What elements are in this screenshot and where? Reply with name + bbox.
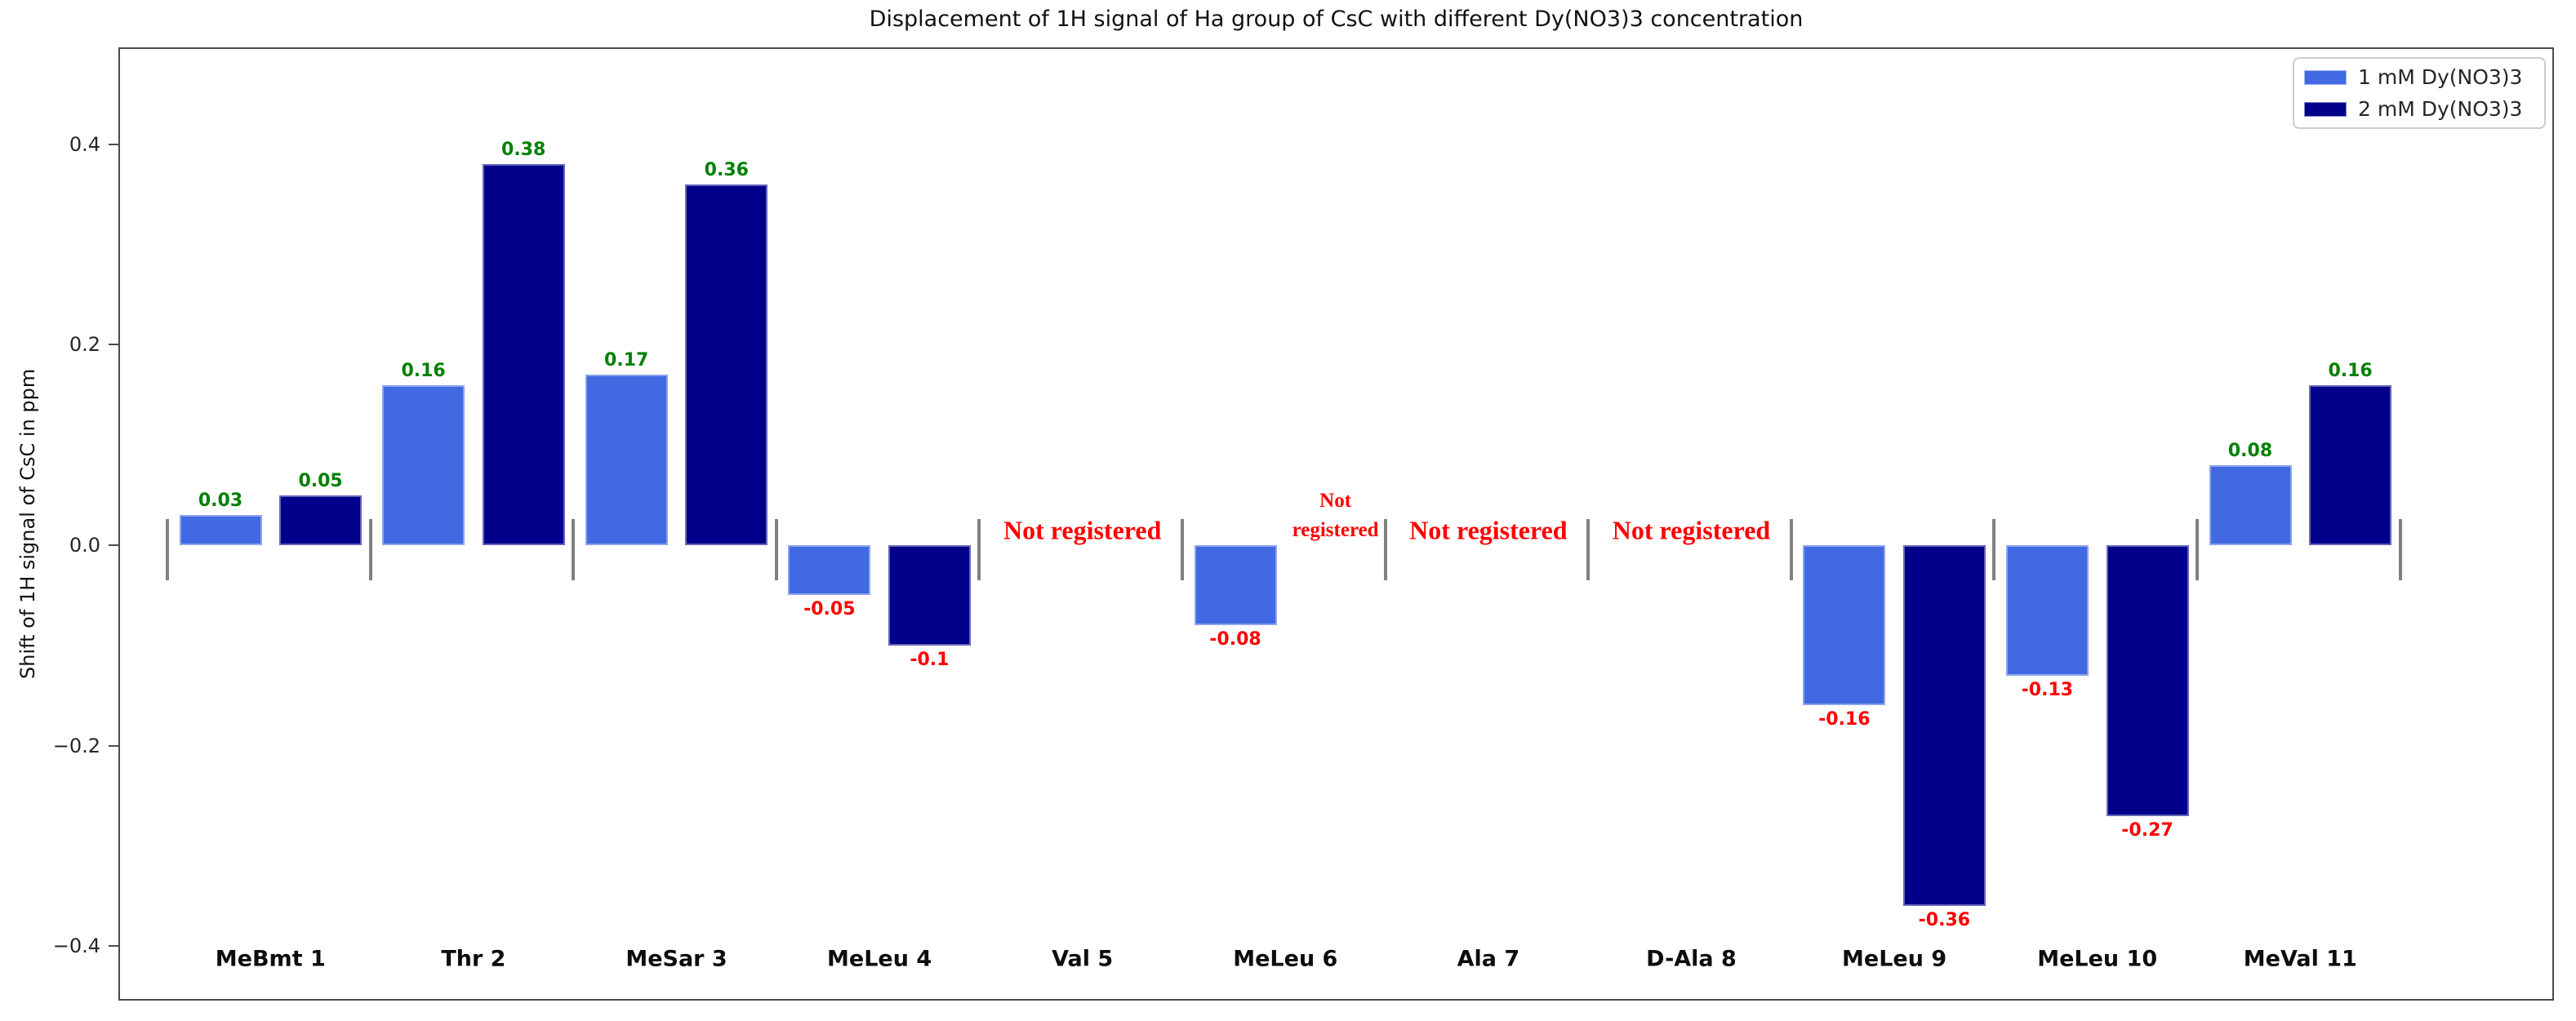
group-separator bbox=[1992, 519, 1996, 580]
legend-label: 1 mM Dy(NO3)3 bbox=[2358, 65, 2523, 89]
group-separator bbox=[1383, 519, 1387, 580]
value-label: 0.36 bbox=[704, 159, 749, 180]
x-category-label: MeLeu 4 bbox=[827, 946, 932, 972]
legend-swatch-1mM bbox=[2304, 69, 2347, 85]
y-tick-mark bbox=[109, 143, 118, 145]
value-label: -0.16 bbox=[1818, 709, 1871, 730]
value-label: -0.05 bbox=[803, 599, 856, 620]
group-separator bbox=[2196, 519, 2199, 580]
bar-2mM-MeSar-3 bbox=[685, 184, 768, 545]
y-tick-mark bbox=[109, 544, 118, 546]
bar-2mM-MeLeu-9 bbox=[1902, 545, 1986, 907]
group-separator bbox=[368, 519, 372, 580]
bar-1mM-MeLeu-6 bbox=[1194, 545, 1277, 626]
value-label: -0.1 bbox=[910, 649, 950, 670]
value-label: 0.16 bbox=[401, 360, 446, 381]
y-tick-label: 0.0 bbox=[69, 534, 100, 557]
y-tick-label: −0.4 bbox=[52, 934, 100, 958]
value-label: 0.05 bbox=[298, 470, 343, 491]
value-label: 0.08 bbox=[2227, 440, 2273, 461]
legend-swatch-2mM bbox=[2304, 101, 2347, 117]
value-label: -0.36 bbox=[1918, 910, 1971, 931]
x-category-label: Thr 2 bbox=[441, 946, 506, 972]
y-tick-label: −0.2 bbox=[52, 734, 100, 757]
legend-label: 2 mM Dy(NO3)3 bbox=[2358, 97, 2523, 121]
group-separator bbox=[774, 519, 778, 580]
x-category-label: MeVal 11 bbox=[2243, 946, 2357, 972]
legend-item: 2 mM Dy(NO3)3 bbox=[2304, 97, 2534, 121]
group-separator bbox=[572, 519, 576, 580]
group-separator bbox=[2398, 519, 2402, 580]
value-label: -0.13 bbox=[2021, 679, 2074, 700]
value-label: 0.17 bbox=[604, 350, 649, 371]
x-category-label: MeBmt 1 bbox=[215, 946, 326, 972]
y-tick-mark bbox=[109, 945, 118, 948]
bar-1mM-MeSar-3 bbox=[585, 375, 668, 545]
group-separator bbox=[1789, 519, 1793, 580]
value-label: 0.16 bbox=[2328, 360, 2373, 381]
bar-1mM-MeLeu-4 bbox=[788, 545, 871, 596]
value-label: -0.27 bbox=[2121, 819, 2173, 841]
x-category-label: MeLeu 9 bbox=[1842, 946, 1947, 972]
x-category-label: MeLeu 6 bbox=[1233, 946, 1338, 972]
group-separator bbox=[1181, 519, 1184, 580]
x-category-label: D-Ala 8 bbox=[1646, 946, 1737, 972]
bar-2mM-MeVal-11 bbox=[2309, 384, 2392, 545]
value-label: 0.03 bbox=[198, 491, 243, 512]
bar-1mM-MeBmt-1 bbox=[179, 515, 262, 545]
value-label: 0.38 bbox=[501, 140, 546, 161]
y-tick-mark bbox=[109, 344, 118, 346]
bar-2mM-MeLeu-4 bbox=[888, 545, 971, 646]
group-separator bbox=[166, 519, 169, 580]
not-registered-label: Not registered bbox=[1612, 515, 1771, 545]
not-registered-label: Not registered bbox=[1003, 515, 1162, 545]
plot-area bbox=[118, 47, 2554, 1001]
not-registered-label: Not registered bbox=[1292, 490, 1379, 541]
x-category-label: Val 5 bbox=[1052, 946, 1114, 972]
not-registered-label: Not registered bbox=[1409, 515, 1568, 545]
value-label: -0.08 bbox=[1209, 629, 1261, 650]
bar-1mM-MeVal-11 bbox=[2209, 464, 2292, 545]
legend: 1 mM Dy(NO3)3 2 mM Dy(NO3)3 bbox=[2293, 57, 2546, 129]
bar-1mM-Thr-2 bbox=[382, 384, 465, 545]
y-axis-label: Shift of 1H signal of CsC in ppm bbox=[16, 368, 39, 680]
x-category-label: MeLeu 10 bbox=[2037, 946, 2158, 972]
x-category-label: Ala 7 bbox=[1457, 946, 1520, 972]
bar-2mM-MeLeu-10 bbox=[2106, 545, 2189, 816]
group-separator bbox=[1586, 519, 1591, 580]
chart-title: Displacement of 1H signal of Ha group of… bbox=[869, 7, 1804, 32]
legend-item: 1 mM Dy(NO3)3 bbox=[2304, 65, 2534, 89]
y-tick-label: 0.2 bbox=[69, 333, 100, 357]
y-tick-mark bbox=[109, 744, 118, 747]
bar-2mM-Thr-2 bbox=[482, 164, 565, 545]
y-tick-label: 0.4 bbox=[69, 132, 100, 156]
x-category-label: MeSar 3 bbox=[625, 946, 727, 972]
bar-1mM-MeLeu-9 bbox=[1803, 545, 1886, 706]
group-separator bbox=[977, 519, 981, 580]
bar-1mM-MeLeu-10 bbox=[2005, 545, 2089, 676]
bar-2mM-MeBmt-1 bbox=[279, 495, 363, 545]
